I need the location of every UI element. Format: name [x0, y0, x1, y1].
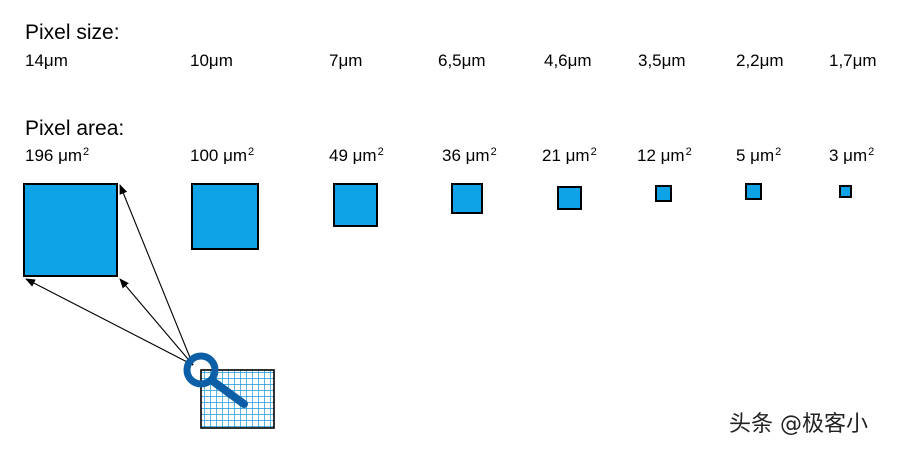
watermark: 头条 @极客小 — [729, 412, 868, 437]
area-value: 36 μm — [442, 146, 490, 165]
area-label: 49 μm2 — [329, 146, 384, 166]
area-label: 196 μm2 — [25, 146, 89, 166]
pixel-square-10um — [191, 183, 259, 250]
size-label: 2,2μm — [736, 51, 784, 70]
arrow-top-right — [119, 184, 194, 366]
pixel-square-3-5um — [655, 185, 672, 202]
area-exponent: 2 — [377, 146, 384, 158]
pixel-square-6-5um — [451, 183, 483, 214]
area-value: 21 μm — [542, 146, 590, 165]
area-value: 3 μm — [829, 146, 868, 165]
area-exponent: 2 — [868, 146, 875, 158]
arrow-bottom-right — [119, 278, 194, 366]
pixel-square-7um — [333, 183, 378, 227]
pixel-square-1-7um — [839, 185, 852, 198]
area-label: 3 μm2 — [829, 146, 874, 166]
area-value: 49 μm — [329, 146, 377, 165]
pixel-size-heading: Pixel size: — [25, 21, 120, 44]
size-label: 14μm — [25, 51, 68, 70]
area-value: 12 μm — [637, 146, 685, 165]
pixel-square-2-2um — [745, 183, 762, 200]
size-label: 3,5μm — [638, 51, 686, 70]
arrow-bottom-left — [25, 278, 194, 366]
size-label: 4,6μm — [544, 51, 592, 70]
pointer-arrows — [25, 184, 194, 366]
magnifier-icon — [183, 352, 248, 408]
area-label: 36 μm2 — [442, 146, 497, 166]
pixel-square-4-6um — [557, 186, 582, 210]
area-value: 5 μm — [736, 146, 775, 165]
area-value: 100 μm — [190, 146, 248, 165]
size-label: 1,7μm — [829, 51, 877, 70]
area-label: 21 μm2 — [542, 146, 597, 166]
size-label: 7μm — [329, 51, 363, 70]
pixel-area-heading: Pixel area: — [25, 117, 125, 140]
area-exponent: 2 — [685, 146, 692, 158]
area-value: 196 μm — [25, 146, 83, 165]
area-label: 100 μm2 — [190, 146, 254, 166]
pixel-square-14um — [23, 183, 118, 277]
size-label: 6,5μm — [438, 51, 486, 70]
area-label: 5 μm2 — [736, 146, 781, 166]
size-label: 10μm — [190, 51, 233, 70]
area-exponent: 2 — [248, 146, 255, 158]
area-exponent: 2 — [490, 146, 497, 158]
area-exponent: 2 — [775, 146, 782, 158]
area-exponent: 2 — [83, 146, 90, 158]
area-exponent: 2 — [590, 146, 597, 158]
area-label: 12 μm2 — [637, 146, 692, 166]
